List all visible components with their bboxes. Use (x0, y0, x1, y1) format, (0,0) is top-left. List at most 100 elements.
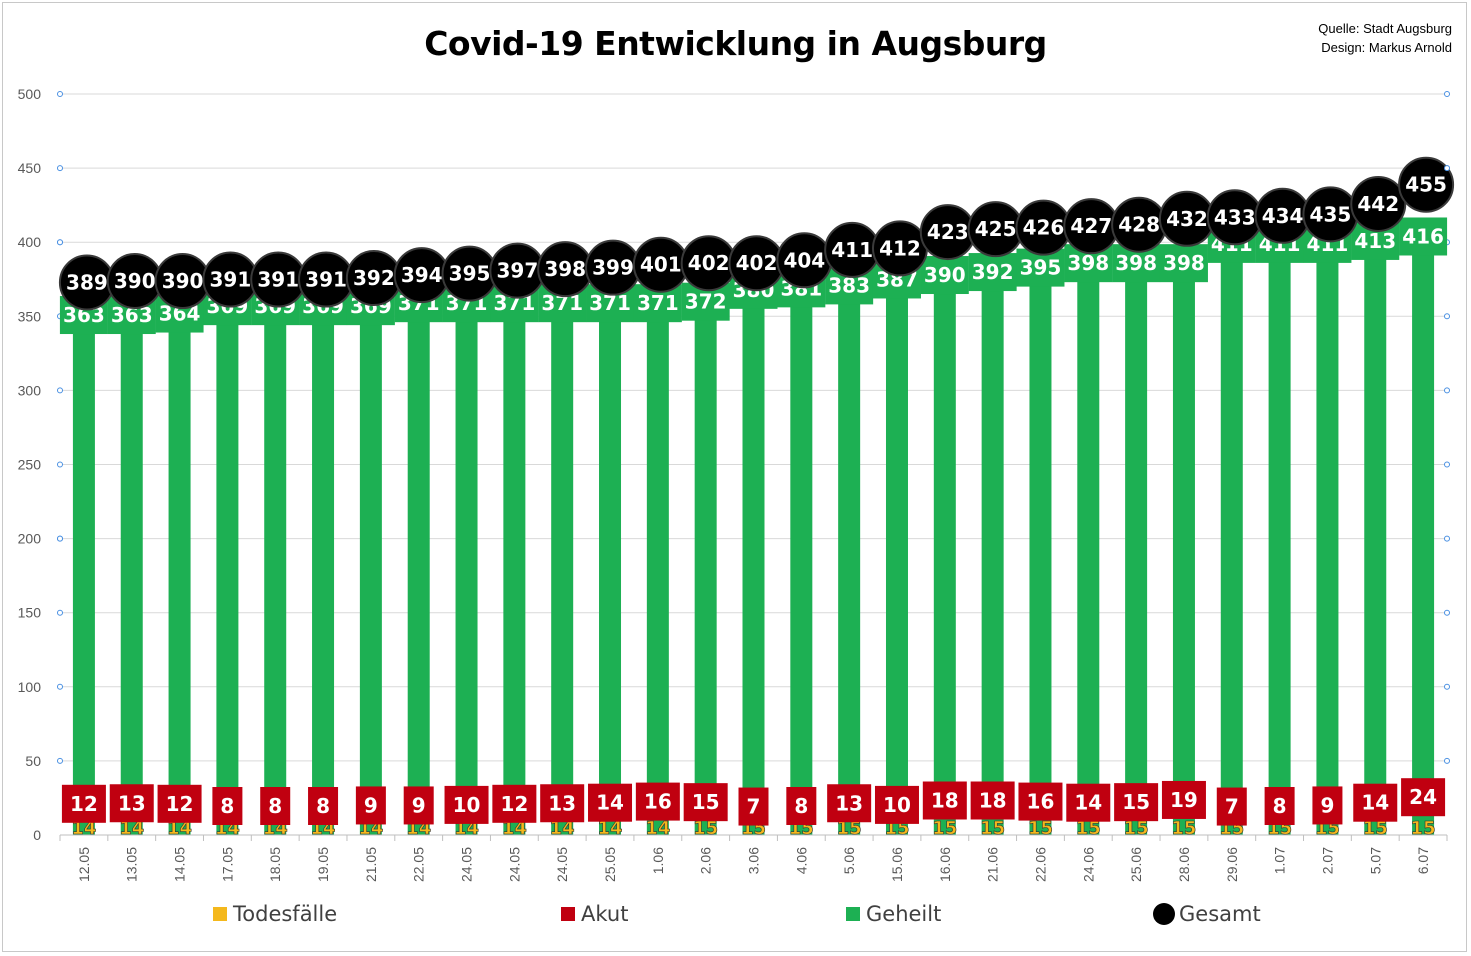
geheilt-label: 390 (924, 263, 966, 287)
akut-label: 8 (268, 794, 282, 818)
gesamt-label: 401 (640, 253, 682, 277)
x-tick-label: 12.05 (76, 847, 92, 882)
akut-label: 18 (979, 789, 1007, 813)
akut-label-box (403, 786, 434, 825)
x-tick-label: 4.06 (793, 847, 809, 874)
gesamt-label: 442 (1357, 192, 1399, 216)
x-tick-label: 1.07 (1272, 847, 1288, 874)
todesfaelle-label: 15 (1171, 818, 1196, 839)
x-tick-label: 24.05 (554, 847, 570, 882)
y-axis-handle (57, 91, 63, 97)
x-tick-label: 17.05 (219, 847, 235, 882)
y2-axis-handle (1444, 91, 1450, 97)
akut-label-box (157, 784, 202, 823)
x-tick-label: 16.06 (937, 847, 953, 882)
akut-label: 12 (166, 792, 194, 816)
bar-geheilt (1364, 222, 1387, 835)
akut-label-box (922, 781, 967, 820)
akut-label: 13 (118, 791, 146, 815)
geheilt-label: 413 (1354, 229, 1396, 253)
akut-label-box (61, 784, 106, 823)
bar-geheilt (933, 257, 956, 835)
y-tick-label: 450 (18, 160, 42, 176)
geheilt-label-box (1159, 244, 1208, 283)
bar-geheilt (407, 285, 430, 836)
x-tick-label: 5.06 (841, 847, 857, 874)
y-tick-label: 350 (18, 308, 42, 324)
akut-label: 12 (500, 792, 528, 816)
todesfaelle-label: 14 (550, 818, 575, 839)
gesamt-label: 399 (592, 256, 634, 280)
gesamt-label: 425 (975, 217, 1017, 241)
x-tick-label: 15.06 (889, 847, 905, 882)
gesamt-label: 455 (1405, 173, 1447, 197)
y-tick-label: 400 (18, 234, 42, 250)
akut-label-box (109, 784, 154, 823)
akut-label: 19 (1170, 788, 1198, 812)
todesfaelle-label: 15 (693, 818, 718, 839)
akut-label: 15 (692, 790, 720, 814)
gesamt-marker (1398, 156, 1455, 213)
y-axis-handle (57, 165, 63, 172)
chart-legend: Todesfälle Akut Geheilt Gesamt (0, 899, 1471, 929)
gesamt-label: 398 (544, 257, 586, 281)
akut-label-box (1401, 778, 1446, 817)
gesamt-label: 435 (1310, 202, 1352, 226)
gesamt-label: 434 (1262, 204, 1304, 228)
y2-axis-handle (1444, 387, 1450, 394)
akut-label-box (1353, 783, 1398, 822)
bar-geheilt (1029, 249, 1052, 836)
akut-label: 8 (1273, 794, 1287, 818)
akut-label: 9 (1320, 793, 1334, 817)
akut-label-box (212, 787, 243, 825)
x-tick-label: 18.05 (267, 847, 283, 882)
akut-label-box (1264, 787, 1295, 825)
akut-label-box (588, 783, 633, 822)
x-tick-label: 5.07 (1367, 847, 1383, 874)
todesfaelle-label: 15 (1363, 818, 1388, 839)
geheilt-label: 398 (1115, 251, 1157, 275)
akut-label-box (355, 786, 386, 825)
y-tick-label: 0 (33, 827, 41, 843)
bar-geheilt (455, 285, 478, 836)
bar-geheilt (885, 261, 908, 835)
geheilt-label: 416 (1402, 224, 1444, 248)
x-tick-label: 22.06 (1032, 847, 1048, 882)
bar-geheilt (694, 283, 717, 835)
gesamt-label: 391 (305, 268, 347, 292)
todesfaelle-label: 15 (1076, 818, 1101, 839)
geheilt-label: 392 (972, 260, 1014, 284)
gesamt-label: 402 (736, 251, 778, 275)
akut-label: 10 (883, 793, 911, 817)
todesfaelle-label: 14 (645, 818, 670, 839)
bar-geheilt (1077, 245, 1100, 835)
gesamt-label: 426 (1023, 216, 1065, 240)
todesfaelle-label: 15 (1124, 818, 1149, 839)
gesamt-label: 412 (879, 236, 921, 260)
akut-label: 18 (931, 789, 959, 813)
bar-geheilt (168, 295, 191, 835)
gesamt-label: 394 (401, 263, 443, 287)
todesfaelle-label: 14 (119, 818, 144, 839)
legend-label-akut: Akut (581, 902, 629, 926)
akut-label: 8 (316, 794, 330, 818)
akut-label: 10 (453, 793, 481, 817)
legend-item-gesamt: Gesamt (1153, 899, 1261, 929)
akut-label-box (540, 784, 585, 823)
akut-label: 9 (412, 793, 426, 817)
x-tick-label: 25.05 (602, 847, 618, 882)
bar-geheilt (312, 288, 335, 836)
gesamt-label: 395 (449, 262, 491, 286)
akut-label: 7 (747, 795, 761, 819)
bar-geheilt (264, 288, 287, 836)
y-axis-handle (57, 757, 63, 764)
akut-label-box (970, 781, 1015, 820)
x-tick-label: 24.05 (459, 847, 475, 882)
gesamt-label: 402 (688, 251, 730, 275)
x-tick-label: 1.06 (650, 847, 666, 874)
geheilt-label: 398 (1163, 251, 1205, 275)
x-tick-label: 21.05 (363, 847, 379, 882)
todesfaelle-label: 15 (932, 818, 957, 839)
bar-geheilt (742, 271, 765, 836)
akut-label-box (1216, 787, 1247, 826)
